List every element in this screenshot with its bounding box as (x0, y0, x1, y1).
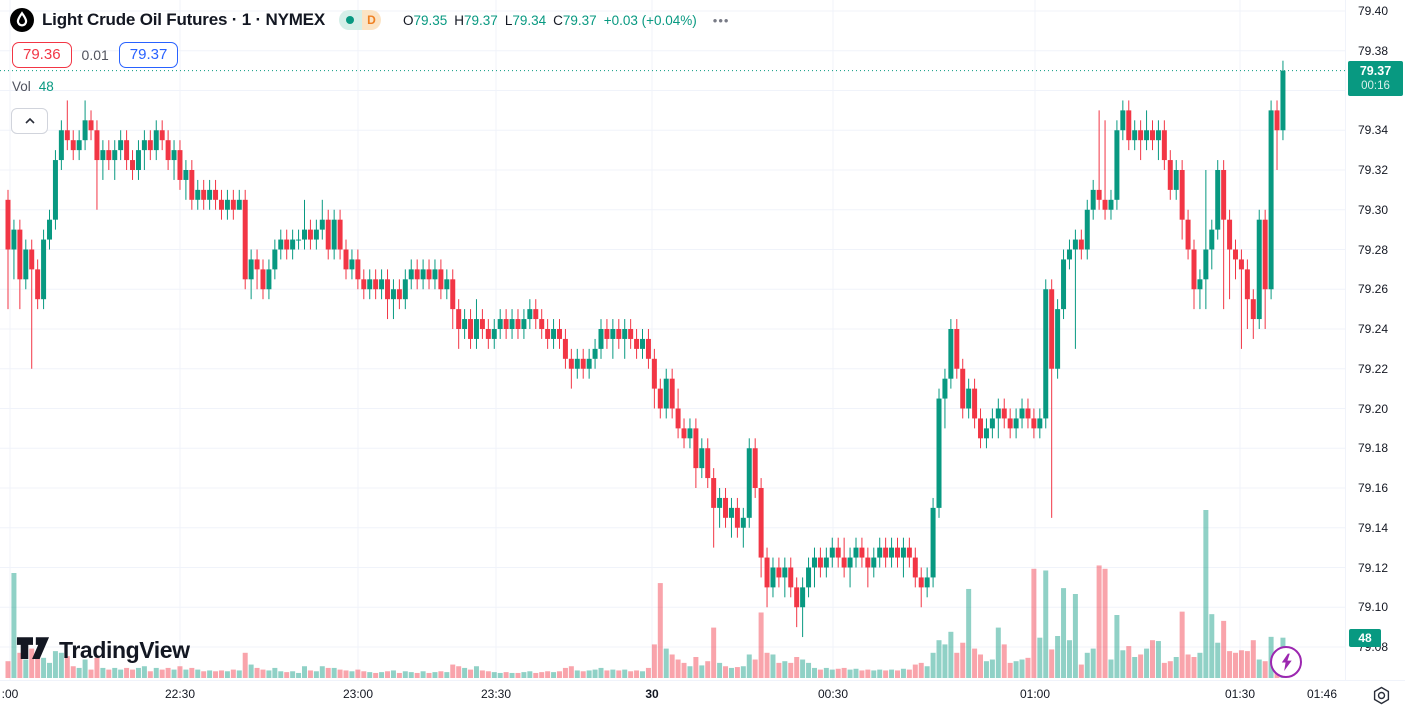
market-status-letter: D (361, 10, 381, 30)
ask-button[interactable]: 79.37 (118, 42, 179, 68)
price-axis-label: 79.22 (1358, 361, 1389, 376)
price-axis[interactable]: 79.4079.3879.3679.3479.3279.3079.2879.26… (1345, 0, 1405, 680)
time-axis-label: 23:30 (480, 687, 512, 701)
axis-settings-gear-icon[interactable] (1372, 686, 1391, 710)
last-price-badge: 79.37 00:16 (1348, 60, 1403, 96)
spread-value: 0.01 (81, 47, 109, 63)
time-axis[interactable]: :00 22:30 23:00 23:30 30 00:30 01:00 01:30 01:46 (0, 680, 1405, 713)
symbol-header: Light Crude Oil Futures · 1 · NYMEX D O7… (10, 7, 729, 33)
time-axis-label: 01:30 (1224, 687, 1256, 701)
price-axis-label: 79.32 (1358, 163, 1389, 177)
price-axis-label: 79.14 (1358, 520, 1389, 535)
price-axis-label: 79.38 (1358, 43, 1389, 58)
high-value: H79.37 (454, 12, 498, 28)
change-value: +0.03 (+0.04%) (603, 12, 697, 28)
volume-legend: Vol 48 (12, 79, 54, 94)
time-axis-label: 01:46 (1306, 687, 1338, 701)
lightning-bolt-icon (1281, 653, 1292, 671)
tradingview-watermark-text: TradingView (59, 637, 190, 663)
market-status-pill[interactable]: D (338, 10, 381, 30)
ohlc-legend: O79.35 H79.37 L79.34 C79.37 +0.03 (+0.04… (403, 13, 697, 28)
price-axis-label: 79.20 (1358, 401, 1389, 416)
price-axis-label: 79.28 (1358, 242, 1389, 257)
tradingview-watermark[interactable]: TradingView (16, 636, 190, 665)
price-axis-label: 79.26 (1358, 282, 1389, 297)
price-axis-label: 79.40 (1358, 4, 1389, 18)
instant-order-bolt-button[interactable] (1270, 646, 1302, 678)
collapse-legend-button[interactable] (11, 108, 48, 134)
price-axis-label: 79.10 (1358, 600, 1389, 615)
chevron-up-icon (24, 117, 35, 124)
more-menu-icon[interactable]: ••• (712, 12, 730, 28)
quote-row: 79.36 0.01 79.37 (12, 42, 179, 68)
time-axis-label: 00:30 (817, 687, 849, 701)
time-axis-label: 30 (645, 687, 659, 701)
price-axis-label: 79.18 (1358, 441, 1389, 456)
bar-countdown: 00:16 (1361, 79, 1390, 92)
price-axis-label: 79.34 (1358, 123, 1389, 138)
bid-button[interactable]: 79.36 (12, 42, 72, 68)
price-axis-label: 79.16 (1358, 481, 1389, 495)
tradingview-logo-icon (16, 637, 50, 659)
time-axis-label: 22:30 (164, 687, 196, 701)
volume-value: 48 (38, 79, 54, 94)
price-axis-label: 79.12 (1358, 560, 1389, 575)
price-axis-label: 79.30 (1358, 202, 1389, 217)
volume-badge: 48 (1349, 628, 1381, 647)
last-price-value: 79.37 (1359, 63, 1392, 78)
symbol-logo-icon (10, 8, 34, 32)
symbol-title[interactable]: Light Crude Oil Futures · 1 · NYMEX (42, 10, 325, 29)
time-axis-label: 23:00 (342, 687, 374, 701)
close-value: C79.37 (553, 12, 597, 28)
volume-label: Vol (12, 79, 31, 94)
market-open-dot-icon (338, 10, 362, 30)
price-axis-label: 79.24 (1358, 322, 1389, 336)
time-axis-label: 01:00 (1019, 687, 1051, 701)
open-value: O79.35 (402, 12, 448, 28)
time-axis-label: :00 (1, 687, 19, 701)
low-value: L79.34 (504, 12, 547, 28)
